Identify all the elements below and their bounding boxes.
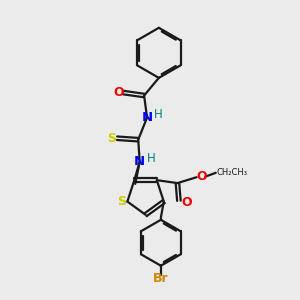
Text: H: H: [154, 108, 163, 121]
Text: H: H: [146, 152, 155, 165]
Text: Br: Br: [153, 272, 169, 286]
Text: O: O: [196, 170, 207, 183]
Text: O: O: [113, 86, 124, 99]
Text: S: S: [107, 132, 116, 145]
Text: S: S: [118, 195, 127, 208]
Text: N: N: [142, 110, 153, 124]
Text: N: N: [134, 155, 145, 168]
Text: CH₂CH₃: CH₂CH₃: [216, 168, 247, 177]
Text: O: O: [181, 196, 192, 209]
